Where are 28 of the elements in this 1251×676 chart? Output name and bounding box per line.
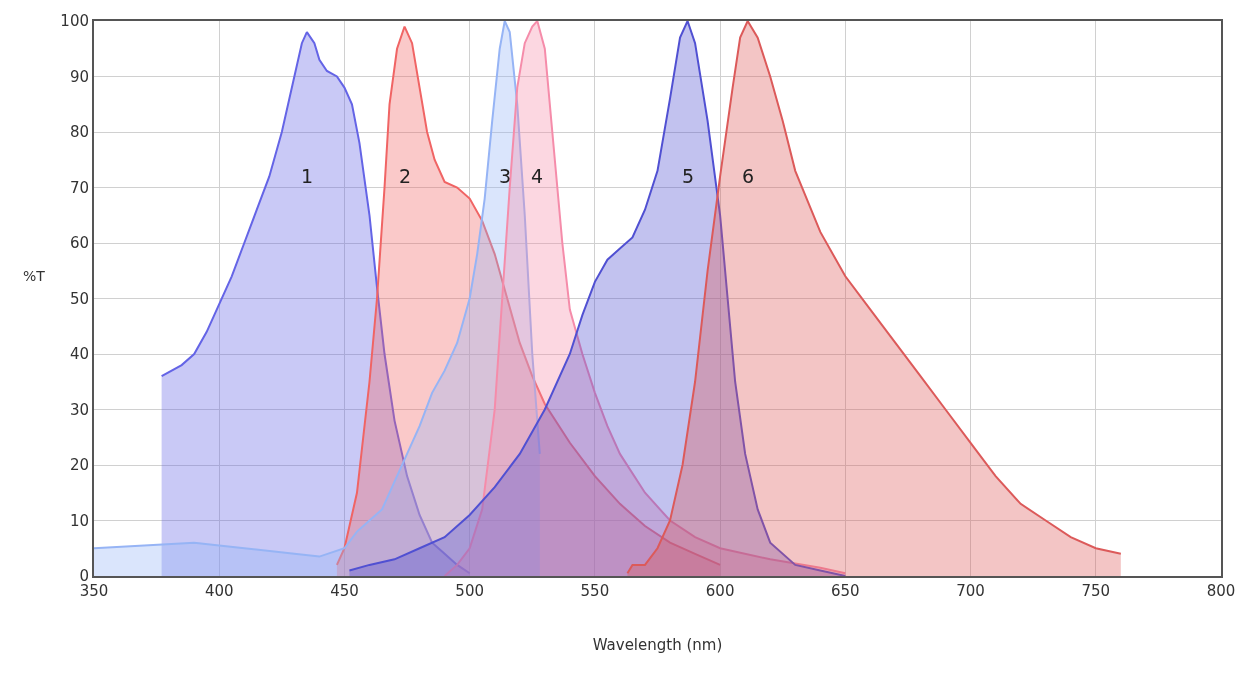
x-tick-label: 750 — [1081, 582, 1111, 600]
x-tick-label: 800 — [1206, 582, 1236, 600]
series-label: 2 — [399, 165, 412, 187]
y-tick-label: 70 — [69, 178, 89, 197]
x-axis-title: Wavelength (nm) — [592, 635, 723, 654]
y-tick-label: 80 — [69, 123, 89, 142]
series-label: 3 — [499, 165, 512, 187]
y-tick-label: 60 — [69, 234, 89, 253]
x-tick-label: 650 — [831, 582, 860, 600]
x-tick-label: 350 — [79, 582, 109, 600]
x-tick-label: 500 — [455, 582, 484, 600]
y-tick-label: 20 — [69, 456, 89, 475]
x-tick-label: 550 — [580, 582, 610, 600]
y-tick-label: 100 — [60, 12, 89, 31]
x-tick-label: 700 — [956, 582, 985, 600]
series-label: 5 — [682, 165, 695, 187]
series-label: 6 — [742, 165, 755, 187]
x-tick-label: 450 — [330, 582, 359, 600]
y-axis-title: %T — [23, 268, 46, 284]
y-tick-label: 90 — [69, 67, 89, 86]
series-label: 1 — [301, 165, 314, 187]
y-tick-label: 40 — [69, 345, 89, 364]
x-tick-label: 600 — [705, 582, 735, 600]
x-tick-label: 400 — [204, 582, 234, 600]
series-label: 4 — [531, 165, 544, 187]
y-tick-label: 50 — [69, 289, 89, 308]
y-tick-label: 10 — [69, 511, 89, 530]
y-tick-label: 30 — [69, 400, 89, 419]
